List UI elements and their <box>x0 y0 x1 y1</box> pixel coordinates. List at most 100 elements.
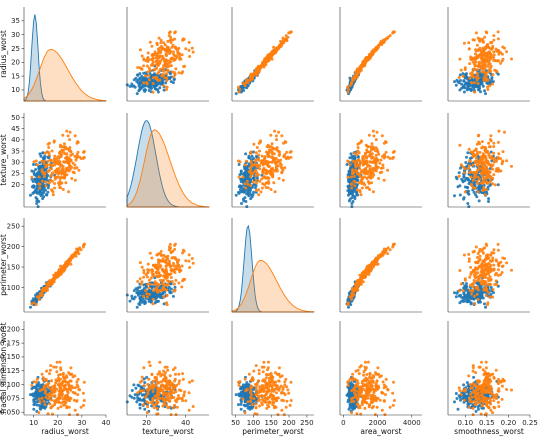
point-malignant <box>467 41 471 45</box>
point-malignant <box>481 152 485 156</box>
point-malignant <box>371 129 375 133</box>
point-malignant <box>62 172 66 176</box>
point-malignant <box>496 242 500 246</box>
point-malignant <box>500 160 504 164</box>
point-benign <box>234 193 238 197</box>
point-benign <box>36 205 40 209</box>
point-malignant <box>357 141 361 145</box>
point-malignant <box>81 245 85 249</box>
point-benign <box>32 184 36 188</box>
cell-fractal_dimension_worst-vs-radius_worst: 0.0500.0750.1000.1250.1500.1750.200fract… <box>0 321 110 436</box>
point-benign <box>155 81 159 85</box>
point-malignant <box>270 152 274 156</box>
point-benign <box>158 74 161 78</box>
point-malignant <box>50 189 54 192</box>
point-malignant <box>244 159 248 163</box>
point-malignant <box>267 181 271 185</box>
point-malignant <box>360 186 364 190</box>
point-malignant <box>467 257 471 261</box>
point-malignant <box>391 245 395 249</box>
point-malignant <box>169 64 173 68</box>
point-malignant <box>469 72 472 76</box>
point-malignant <box>358 167 362 171</box>
point-malignant <box>469 175 473 179</box>
y-axis-label: radius_worst <box>0 30 8 78</box>
point-malignant <box>463 277 467 281</box>
point-benign <box>345 163 349 166</box>
point-malignant <box>352 174 356 178</box>
point-malignant <box>361 159 365 163</box>
point-benign <box>153 87 157 91</box>
point-malignant <box>467 252 471 256</box>
point-malignant <box>151 297 155 301</box>
point-malignant <box>485 167 489 171</box>
point-malignant <box>146 57 150 61</box>
point-malignant <box>364 169 368 173</box>
point-malignant <box>469 283 472 287</box>
point-malignant <box>477 250 481 253</box>
point-malignant <box>355 286 359 290</box>
point-malignant <box>40 170 44 174</box>
point-benign <box>241 187 245 190</box>
point-malignant <box>171 43 175 47</box>
point-malignant <box>165 72 169 76</box>
point-malignant <box>388 34 392 38</box>
point-malignant <box>245 179 249 183</box>
point-malignant <box>384 150 388 154</box>
point-benign <box>151 292 155 296</box>
point-malignant <box>82 150 86 153</box>
point-malignant <box>167 34 171 38</box>
point-malignant <box>488 156 492 159</box>
point-benign <box>242 190 246 194</box>
point-malignant <box>145 292 149 296</box>
point-malignant <box>381 38 385 42</box>
point-malignant <box>48 158 52 162</box>
point-malignant <box>492 53 496 57</box>
point-benign <box>460 295 464 299</box>
point-malignant <box>496 169 500 173</box>
point-benign <box>347 180 351 183</box>
point-malignant <box>246 81 250 85</box>
point-malignant <box>157 36 161 40</box>
point-malignant <box>461 289 465 292</box>
point-malignant <box>476 190 480 194</box>
point-malignant <box>187 48 191 52</box>
point-malignant <box>375 130 379 134</box>
y-tick-label: 35 <box>11 147 20 155</box>
point-malignant <box>485 175 489 179</box>
point-benign <box>484 92 487 96</box>
point-malignant <box>477 55 481 58</box>
point-malignant <box>492 38 496 42</box>
point-malignant <box>168 242 172 246</box>
point-malignant <box>275 160 279 164</box>
point-malignant <box>388 248 392 252</box>
point-malignant <box>38 182 42 186</box>
point-malignant <box>471 171 475 174</box>
point-benign <box>135 80 139 84</box>
point-malignant <box>490 54 493 58</box>
point-malignant <box>68 164 72 168</box>
point-malignant <box>159 250 163 253</box>
point-malignant <box>164 258 168 262</box>
cell-perimeter_worst-vs-perimeter_worst <box>231 218 315 313</box>
point-malignant <box>463 66 467 70</box>
point-benign <box>462 197 466 201</box>
point-benign <box>31 191 35 195</box>
point-benign <box>463 86 467 90</box>
point-malignant <box>267 176 271 180</box>
point-malignant <box>462 253 466 257</box>
point-malignant <box>172 282 176 286</box>
point-benign <box>30 169 34 173</box>
point-malignant <box>181 37 185 41</box>
point-benign <box>453 194 456 198</box>
point-malignant <box>381 253 385 257</box>
point-malignant <box>181 70 185 74</box>
point-benign <box>351 194 355 198</box>
point-malignant <box>359 193 363 197</box>
point-malignant <box>478 254 482 258</box>
point-malignant <box>283 166 287 170</box>
point-malignant <box>281 36 285 40</box>
point-malignant <box>284 157 288 160</box>
point-malignant <box>43 286 47 290</box>
point-malignant <box>150 44 154 48</box>
